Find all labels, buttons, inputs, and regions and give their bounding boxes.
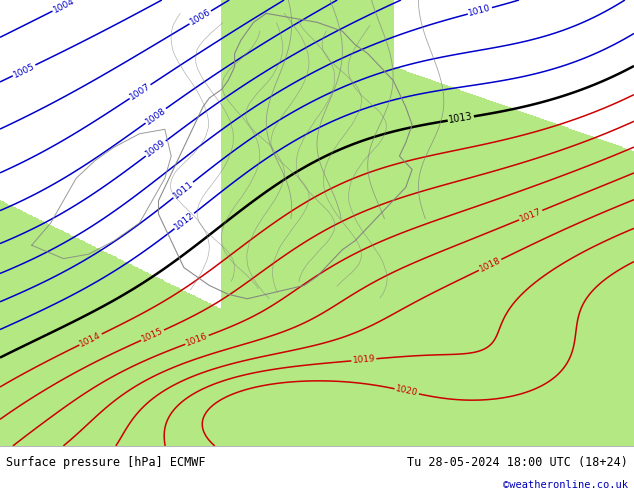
Text: 1018: 1018 bbox=[478, 256, 502, 274]
Text: 1015: 1015 bbox=[140, 326, 165, 344]
Text: 1014: 1014 bbox=[79, 330, 103, 348]
Text: Surface pressure [hPa] ECMWF: Surface pressure [hPa] ECMWF bbox=[6, 456, 206, 469]
Text: 1017: 1017 bbox=[519, 207, 543, 223]
Text: 1012: 1012 bbox=[172, 210, 196, 232]
Text: 1013: 1013 bbox=[448, 112, 474, 125]
Text: 1016: 1016 bbox=[184, 332, 209, 348]
Text: 1006: 1006 bbox=[188, 8, 212, 27]
Text: 1020: 1020 bbox=[394, 385, 419, 398]
Text: Tu 28-05-2024 18:00 UTC (18+24): Tu 28-05-2024 18:00 UTC (18+24) bbox=[407, 456, 628, 469]
Text: 1010: 1010 bbox=[468, 3, 492, 18]
Text: 1004: 1004 bbox=[51, 0, 76, 15]
Text: 1009: 1009 bbox=[144, 138, 167, 159]
Text: 1019: 1019 bbox=[352, 354, 376, 365]
Text: 1011: 1011 bbox=[171, 179, 195, 201]
Text: 1007: 1007 bbox=[128, 81, 152, 102]
Text: ©weatheronline.co.uk: ©weatheronline.co.uk bbox=[503, 480, 628, 490]
Text: 1008: 1008 bbox=[144, 105, 167, 126]
Text: 1005: 1005 bbox=[12, 61, 36, 79]
